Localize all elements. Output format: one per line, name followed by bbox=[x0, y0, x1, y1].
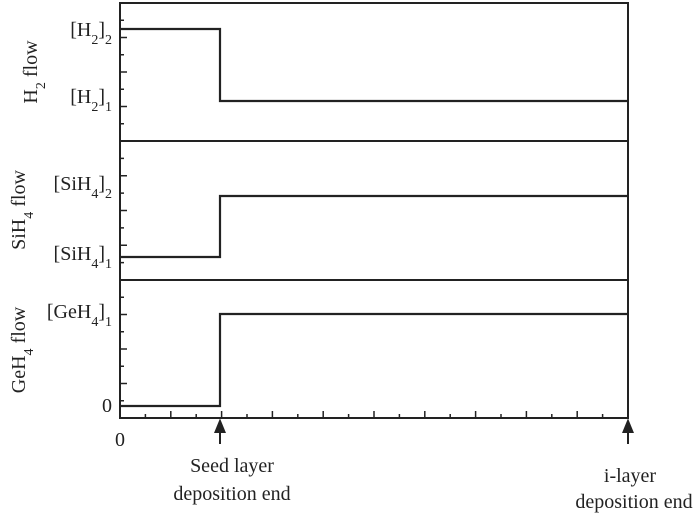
x-origin-label: 0 bbox=[115, 429, 125, 451]
y-tick-marks bbox=[120, 19, 127, 402]
h2-flow-axis-label: H2 flow bbox=[20, 40, 49, 104]
geh4-flow-axis-label: GeH4 flow bbox=[8, 306, 37, 393]
ilayer-end-label-line2: deposition end bbox=[575, 491, 692, 513]
geh4-flow-profile bbox=[120, 312, 628, 408]
flow-profiles bbox=[120, 27, 628, 408]
h2-flow-profile bbox=[120, 27, 628, 103]
ilayer-end-label-line1: i-layer bbox=[604, 465, 657, 487]
seed-end-label-line1: Seed layer bbox=[190, 455, 274, 477]
x-tick-marks bbox=[144, 411, 604, 418]
level-label-geh4-1: [GeH4]1 bbox=[47, 301, 112, 330]
event-markers bbox=[214, 418, 634, 444]
seed-end-label-line2: deposition end bbox=[173, 483, 290, 505]
level-label-sih4-2: [SiH4]2 bbox=[54, 173, 112, 202]
level-label-sih4-1: [SiH4]1 bbox=[54, 243, 112, 272]
seed-end-arrowhead bbox=[214, 418, 226, 433]
sih4-flow-profile bbox=[120, 194, 628, 259]
sih4-flow-axis-label: SiH4 flow bbox=[8, 170, 37, 250]
level-label-geh4-0: 0 bbox=[102, 395, 112, 417]
level-labels: [H2]2 [H2]1 [SiH4]2 [SiH4]1 [GeH4]1 0 bbox=[47, 19, 112, 417]
diagram-frame bbox=[119, 2, 629, 419]
plot-border bbox=[119, 2, 629, 419]
event-labels: Seed layer deposition end i-layer deposi… bbox=[173, 455, 692, 513]
level-label-h2-1: [H2]1 bbox=[70, 86, 112, 115]
ilayer-end-arrowhead bbox=[622, 418, 634, 433]
level-label-h2-2: [H2]2 bbox=[70, 19, 112, 48]
